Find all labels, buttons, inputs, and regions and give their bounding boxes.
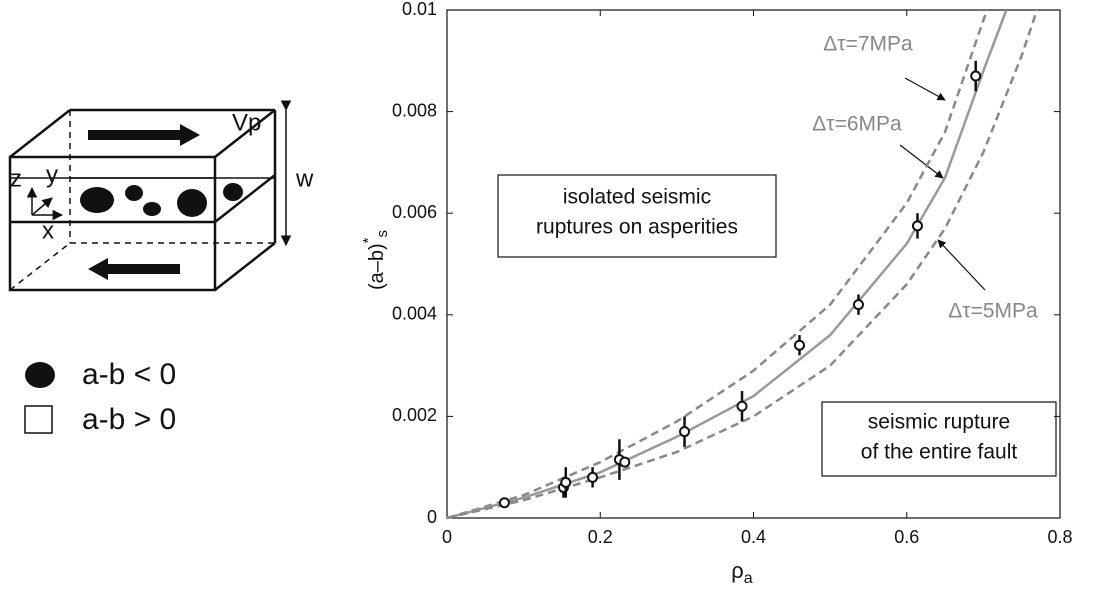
data-point bbox=[679, 426, 691, 438]
x-axis-label: ρa bbox=[731, 558, 753, 587]
x-tick-label: 0.2 bbox=[588, 527, 613, 547]
y-axis-label-main: (a–b) bbox=[366, 243, 388, 290]
annotation-box bbox=[497, 174, 777, 258]
data-point bbox=[793, 339, 805, 351]
data-point bbox=[587, 471, 599, 483]
x-axis-label-main: ρ bbox=[731, 558, 744, 583]
legend-text: a-b > 0 bbox=[82, 403, 176, 436]
curve-label: Δτ=6MPa bbox=[812, 113, 902, 136]
annotation-arrows bbox=[899, 77, 986, 291]
x-axis-label-sub: a bbox=[744, 570, 753, 587]
x-tick-label: 0.6 bbox=[894, 527, 919, 547]
data-point bbox=[970, 70, 982, 82]
legend-swatch bbox=[25, 362, 55, 388]
curve bbox=[446, 9, 1039, 520]
annotation-text: seismic rupture bbox=[868, 411, 1010, 434]
legend-text: a-b < 0 bbox=[82, 358, 176, 391]
block-diagram bbox=[8, 100, 292, 292]
y-axis-label-sub: s bbox=[374, 230, 391, 238]
y-tick-label: 0.006 bbox=[392, 202, 437, 222]
y-axis-label: (a–b)*s bbox=[360, 230, 391, 290]
annotation-text: ruptures on asperities bbox=[536, 216, 738, 239]
data-point bbox=[498, 497, 510, 509]
legend-swatch bbox=[24, 405, 53, 434]
data-point bbox=[736, 400, 748, 412]
y-tick-label: 0 bbox=[427, 507, 437, 527]
z-label: z bbox=[10, 165, 22, 192]
x-tick-label: 0.4 bbox=[741, 527, 766, 547]
annotation-text: isolated seismic bbox=[563, 186, 711, 209]
curve-label: Δτ=7MPa bbox=[823, 33, 913, 56]
x-tick-label: 0.8 bbox=[1047, 527, 1072, 547]
data-point bbox=[619, 456, 631, 468]
curve-label: Δτ=5MPa bbox=[948, 300, 1038, 323]
x-label: x bbox=[42, 217, 54, 244]
y-tick-label: 0.004 bbox=[392, 304, 437, 324]
y-tick-label: 0.002 bbox=[392, 405, 437, 425]
y-label: y bbox=[46, 161, 58, 188]
data-point bbox=[560, 476, 572, 488]
annotation-text: of the entire fault bbox=[861, 441, 1018, 464]
x-tick-label: 0 bbox=[442, 527, 452, 547]
y-tick-label: 0.01 bbox=[402, 0, 437, 19]
data-point bbox=[852, 299, 864, 311]
w-label: w bbox=[295, 165, 314, 192]
data-point bbox=[911, 220, 923, 232]
vp-label: Vp bbox=[232, 109, 261, 136]
y-tick-label: 0.008 bbox=[392, 100, 437, 120]
y-axis-label-sup: * bbox=[360, 237, 377, 243]
annotation-box bbox=[821, 401, 1057, 477]
